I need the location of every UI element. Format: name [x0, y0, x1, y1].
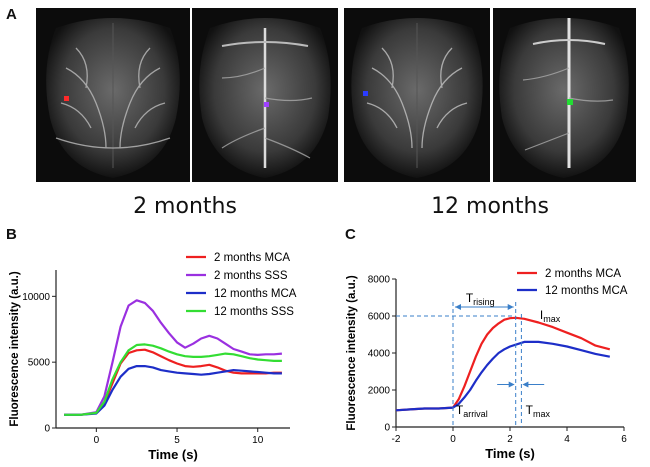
- brain-image-2mo-mca: [36, 8, 190, 182]
- series-line: [395, 340, 611, 412]
- t-arrival-label: Tarrival: [456, 403, 488, 419]
- y-tick-label: 4000: [368, 349, 391, 360]
- x-axis-label: Time (s): [485, 446, 535, 461]
- y-tick-label: 2000: [368, 386, 391, 397]
- series-line: [395, 316, 611, 412]
- y-tick-label: 0: [384, 423, 390, 434]
- y-tick-label: 5000: [28, 358, 51, 369]
- x-tick-label: 4: [564, 434, 570, 445]
- series-line: [64, 348, 282, 416]
- brain-image-12mo-sss: [493, 8, 636, 182]
- y-tick-label: 0: [44, 424, 50, 435]
- panel-label-c: C: [345, 226, 356, 243]
- y-axis-label: Fluorescence intensity (a.u.): [9, 271, 21, 426]
- roi-marker-purple: [264, 102, 269, 107]
- x-axis-label: Time (s): [148, 447, 198, 462]
- brain-image-2mo-sss: [192, 8, 338, 182]
- rising-arrowhead-left: [455, 304, 461, 310]
- tmax-arrowhead-left: [508, 381, 515, 388]
- legend-label: 12 months MCA: [214, 288, 297, 300]
- t-rising-label: Trising: [466, 291, 495, 307]
- x-tick-label: 0: [94, 435, 100, 446]
- panel-label-a: A: [6, 6, 17, 23]
- i-max-label: Imax: [540, 308, 561, 324]
- x-tick-label: 2: [507, 434, 513, 445]
- series-line: [64, 343, 282, 416]
- legend-label: 2 months MCA: [545, 268, 621, 280]
- legend: 2 months MCA 12 months MCA: [517, 268, 628, 297]
- x-tick-label: -2: [392, 434, 401, 445]
- y-tick-label: 8000: [368, 275, 391, 286]
- legend: 2 months MCA 2 months SSS 12 months MCA 12 …: [186, 252, 297, 318]
- x-tick-label: 0: [450, 434, 456, 445]
- legend-label: 12 months SSS: [214, 306, 294, 318]
- legend-label: 12 months MCA: [545, 285, 628, 297]
- caption-12-months: 12 months: [431, 194, 549, 219]
- y-tick-label: 6000: [368, 312, 391, 323]
- y-axis-label: Fluorescence intensity (a.u.): [346, 275, 358, 430]
- x-tick-label: 5: [174, 435, 180, 446]
- series-line: [64, 299, 282, 416]
- y-tick-label: 10000: [22, 292, 50, 303]
- panel-label-b: B: [6, 226, 17, 243]
- caption-2-months: 2 months: [133, 194, 237, 219]
- roi-marker-red: [64, 96, 69, 101]
- rising-arrowhead-right: [507, 304, 514, 310]
- legend-label: 2 months MCA: [214, 252, 290, 264]
- x-tick-label: 6: [621, 434, 627, 445]
- tmax-arrowhead-right: [522, 381, 529, 388]
- brain-image-12mo-mca: [344, 8, 490, 182]
- roi-marker-blue: [363, 91, 368, 96]
- legend-label: 2 months SSS: [214, 270, 288, 282]
- t-max-label: Tmax: [526, 403, 551, 419]
- roi-marker-green: [567, 99, 573, 105]
- series-line: [64, 365, 282, 416]
- x-tick-label: 10: [252, 435, 264, 446]
- chart-b: 0 5 10 0 5000 10000 Time (s) Fluorescence inten…: [9, 252, 297, 462]
